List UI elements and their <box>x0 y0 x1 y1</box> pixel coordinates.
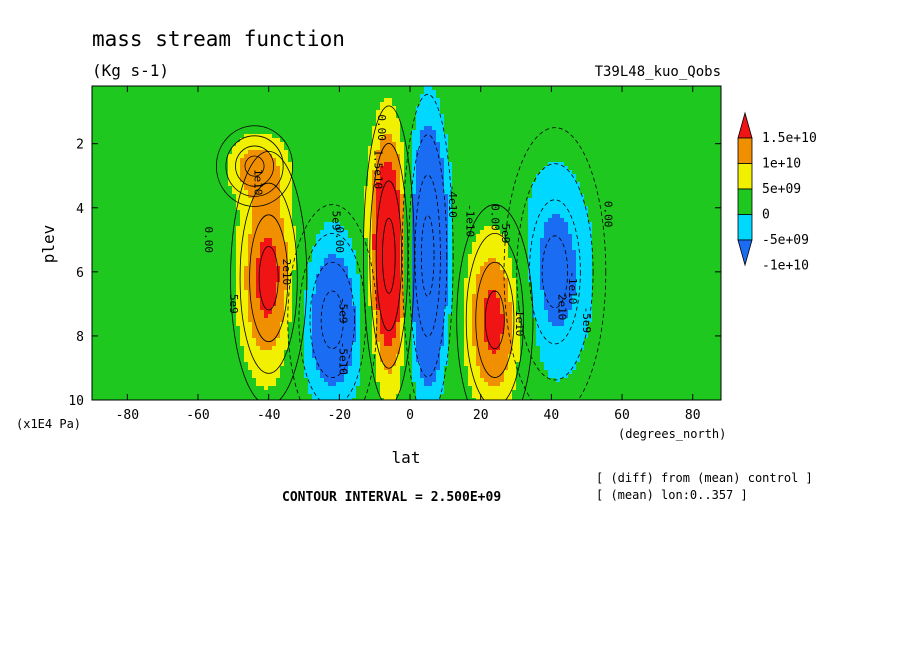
plot-frame <box>91 85 722 401</box>
colorbar-segment <box>737 137 753 164</box>
contour-ring <box>320 290 344 350</box>
y-axis-ticks: 2 4 6 8 10 <box>68 138 721 409</box>
contour-ring <box>503 127 607 400</box>
contour-ring <box>309 261 355 378</box>
units-label: (Kg s-1) <box>92 61 169 80</box>
contour-ring <box>215 125 294 207</box>
contour-label: -4e10 <box>446 185 459 218</box>
colorbar-top-arrow <box>737 111 753 139</box>
contour-label: 2e10 <box>280 259 293 286</box>
contour-label: -5e9 <box>336 297 349 324</box>
contour-label: 0.00 <box>488 204 501 231</box>
contour-fill <box>92 86 721 400</box>
x-tick-label: -60 <box>186 408 209 423</box>
chart-title: mass stream function <box>92 27 345 51</box>
contour-ring <box>382 217 396 294</box>
contour-ring <box>369 142 409 369</box>
contour-interval-label: CONTOUR INTERVAL = 2.500E+09 <box>282 490 501 505</box>
colorbar: 1.5e+10 1e+10 5e+09 0 -5e+09 -1e+10 <box>737 111 817 274</box>
y-tick-label: 6 <box>76 266 84 281</box>
note-mean: [ (mean) lon:0..357 ] <box>596 488 748 502</box>
contour-label: 0.00 <box>202 227 215 254</box>
x-tick-label: 20 <box>473 408 489 423</box>
colorbar-label: -1e+10 <box>762 259 809 274</box>
contour-ring <box>258 246 279 311</box>
y-tick-label: 4 <box>76 202 84 217</box>
contour-label: 2e10 <box>555 294 568 321</box>
contour-ring <box>529 199 581 345</box>
x-tick-label: 80 <box>685 408 701 423</box>
x-axis-ticks: -80 -60 -40 -20 0 20 40 60 80 <box>116 86 701 423</box>
x-tick-label: -40 <box>257 408 280 423</box>
contour-label: 0.00 <box>333 227 346 254</box>
x-tick-label: 60 <box>614 408 630 423</box>
contour-ring <box>465 233 524 400</box>
contour-label: 5e9 <box>227 294 240 314</box>
y-axis-units: (x1E4 Pa) <box>16 417 81 431</box>
contour-ring <box>401 93 454 400</box>
colorbar-segment <box>737 188 753 215</box>
colorbar-segment <box>737 214 753 241</box>
contour-lines <box>215 93 607 400</box>
contour-label: 1.5e10 <box>372 149 385 189</box>
contour-ring <box>456 204 534 400</box>
contour-ring <box>541 235 569 309</box>
contour-ring <box>235 145 275 187</box>
contour-labels: 0.005e91e102e105e90.00-5e9-5e100.001.5e1… <box>202 114 614 375</box>
contour-ring <box>230 151 308 400</box>
contour-label: 1e10 <box>252 169 265 196</box>
colorbar-label: 0 <box>762 208 770 223</box>
colorbar-segment <box>737 163 753 190</box>
x-tick-label: 40 <box>544 408 560 423</box>
y-tick-label: 10 <box>68 394 84 409</box>
contour-label: -1e10 <box>566 271 579 304</box>
contour-label: -5e10 <box>336 342 349 375</box>
contour-ring <box>420 215 435 297</box>
contour-ring <box>408 134 448 378</box>
contour-ring <box>516 163 594 381</box>
contour-ring <box>244 155 265 177</box>
x-tick-label: -80 <box>116 408 139 423</box>
x-tick-label: 0 <box>406 408 414 423</box>
colorbar-label: 5e+09 <box>762 182 801 197</box>
contour-label: 5e9 <box>499 223 512 243</box>
contour-label: 0.00 <box>601 201 614 228</box>
contour-ring <box>475 261 515 378</box>
y-tick-label: 2 <box>76 138 84 153</box>
y-tick-label: 8 <box>76 330 84 345</box>
contour-label: -1e10 <box>464 204 477 237</box>
contour-label: 0.00 <box>375 114 388 141</box>
x-tick-label: -20 <box>328 408 351 423</box>
colorbar-label: -5e+09 <box>762 233 809 248</box>
colorbar-bottom-arrow <box>737 239 753 267</box>
contour-label: -1e10 <box>513 303 526 336</box>
contour-ring <box>239 182 298 374</box>
colorbar-label: 1e+10 <box>762 157 801 172</box>
x-axis-label: lat <box>392 448 421 467</box>
contour-ring <box>249 214 289 343</box>
contour-ring <box>225 135 284 197</box>
x-axis-units: (degrees_north) <box>618 427 726 441</box>
run-label: T39L48_kuo_Qobs <box>595 64 721 80</box>
contour-ring <box>287 204 378 400</box>
contour-ring <box>375 180 402 332</box>
contour-ring <box>484 290 505 350</box>
y-axis-label: plev <box>39 225 58 264</box>
colorbar-label: 1.5e+10 <box>762 131 817 146</box>
note-diff: [ (diff) from (mean) control ] <box>596 471 813 485</box>
contour-ring <box>362 105 415 400</box>
contour-label: 5e9 <box>329 211 342 231</box>
contour-label: -5e9 <box>580 307 593 334</box>
